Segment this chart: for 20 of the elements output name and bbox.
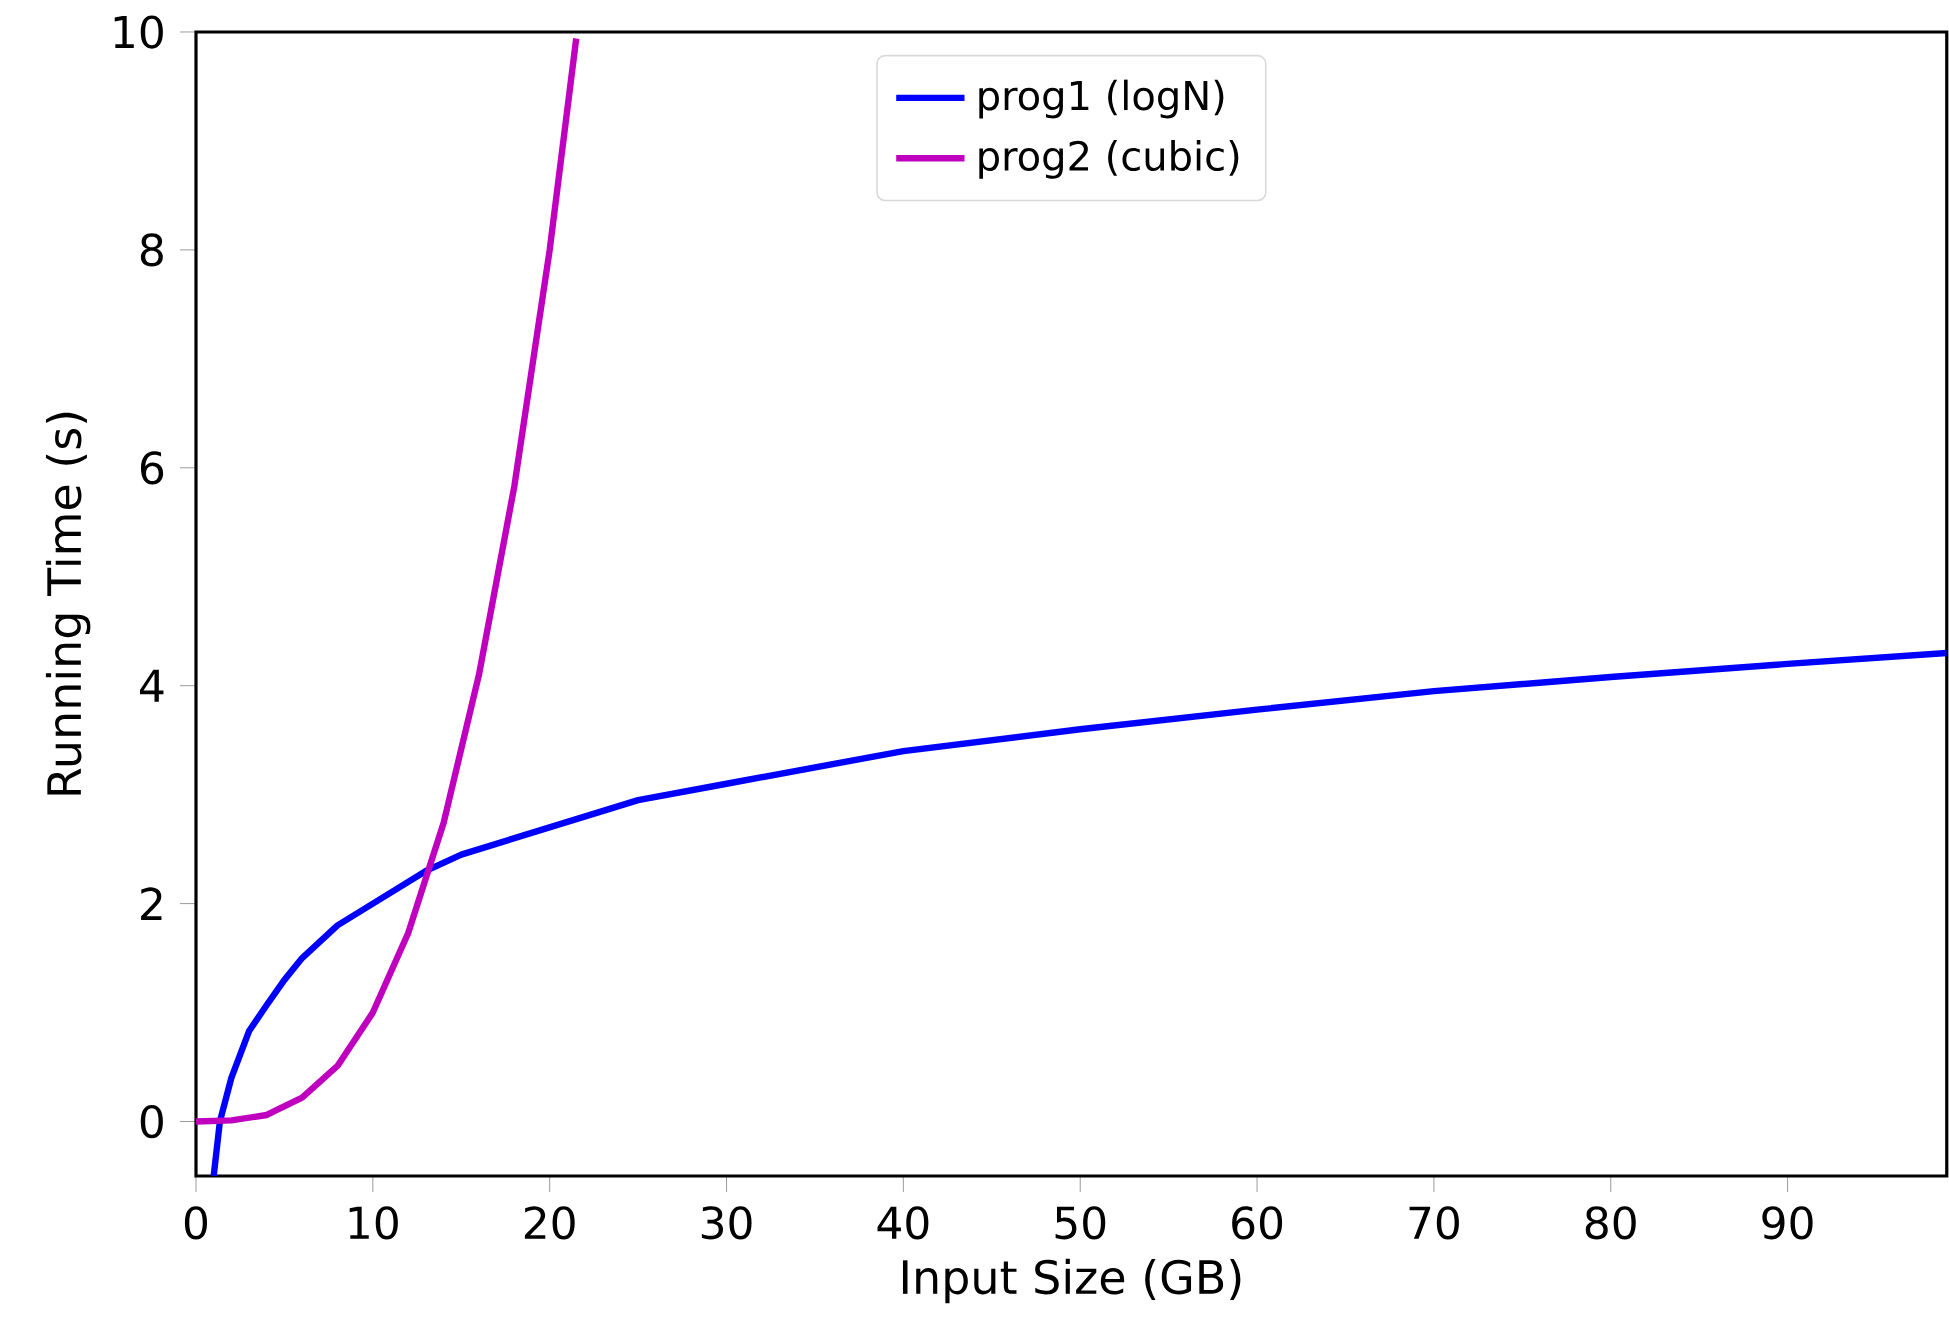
x-tick-label: 30 <box>701 1206 752 1240</box>
x-tick-label: 20 <box>524 1206 575 1240</box>
x-axis-title: Input Size (GB) <box>902 1258 1241 1304</box>
y-tick-label: 10 <box>114 15 163 49</box>
y-tick-label: 2 <box>141 887 162 920</box>
y-axis-title: Running Time (s) <box>45 412 91 795</box>
x-tick-label: 0 <box>184 1206 208 1240</box>
legend-label: prog2 (cubic) <box>979 140 1239 179</box>
y-tick-label: 0 <box>140 1104 163 1139</box>
x-tick-label: 50 <box>1055 1206 1106 1240</box>
y-tick-label: 6 <box>140 451 164 485</box>
x-tick-label: 90 <box>1762 1206 1813 1240</box>
x-tick-label: 70 <box>1409 1206 1459 1240</box>
y-tick-label: 4 <box>140 669 164 702</box>
x-tick-label: 10 <box>349 1206 398 1240</box>
x-tick-label: 40 <box>877 1206 929 1240</box>
x-tick-label: 60 <box>1232 1206 1283 1240</box>
legend-label: prog1 (logN) <box>979 79 1224 119</box>
x-tick-label: 80 <box>1585 1206 1636 1240</box>
y-tick-label: 8 <box>140 233 163 267</box>
